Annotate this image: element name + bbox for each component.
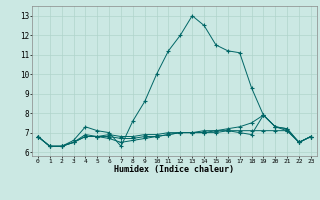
X-axis label: Humidex (Indice chaleur): Humidex (Indice chaleur) [115,165,234,174]
